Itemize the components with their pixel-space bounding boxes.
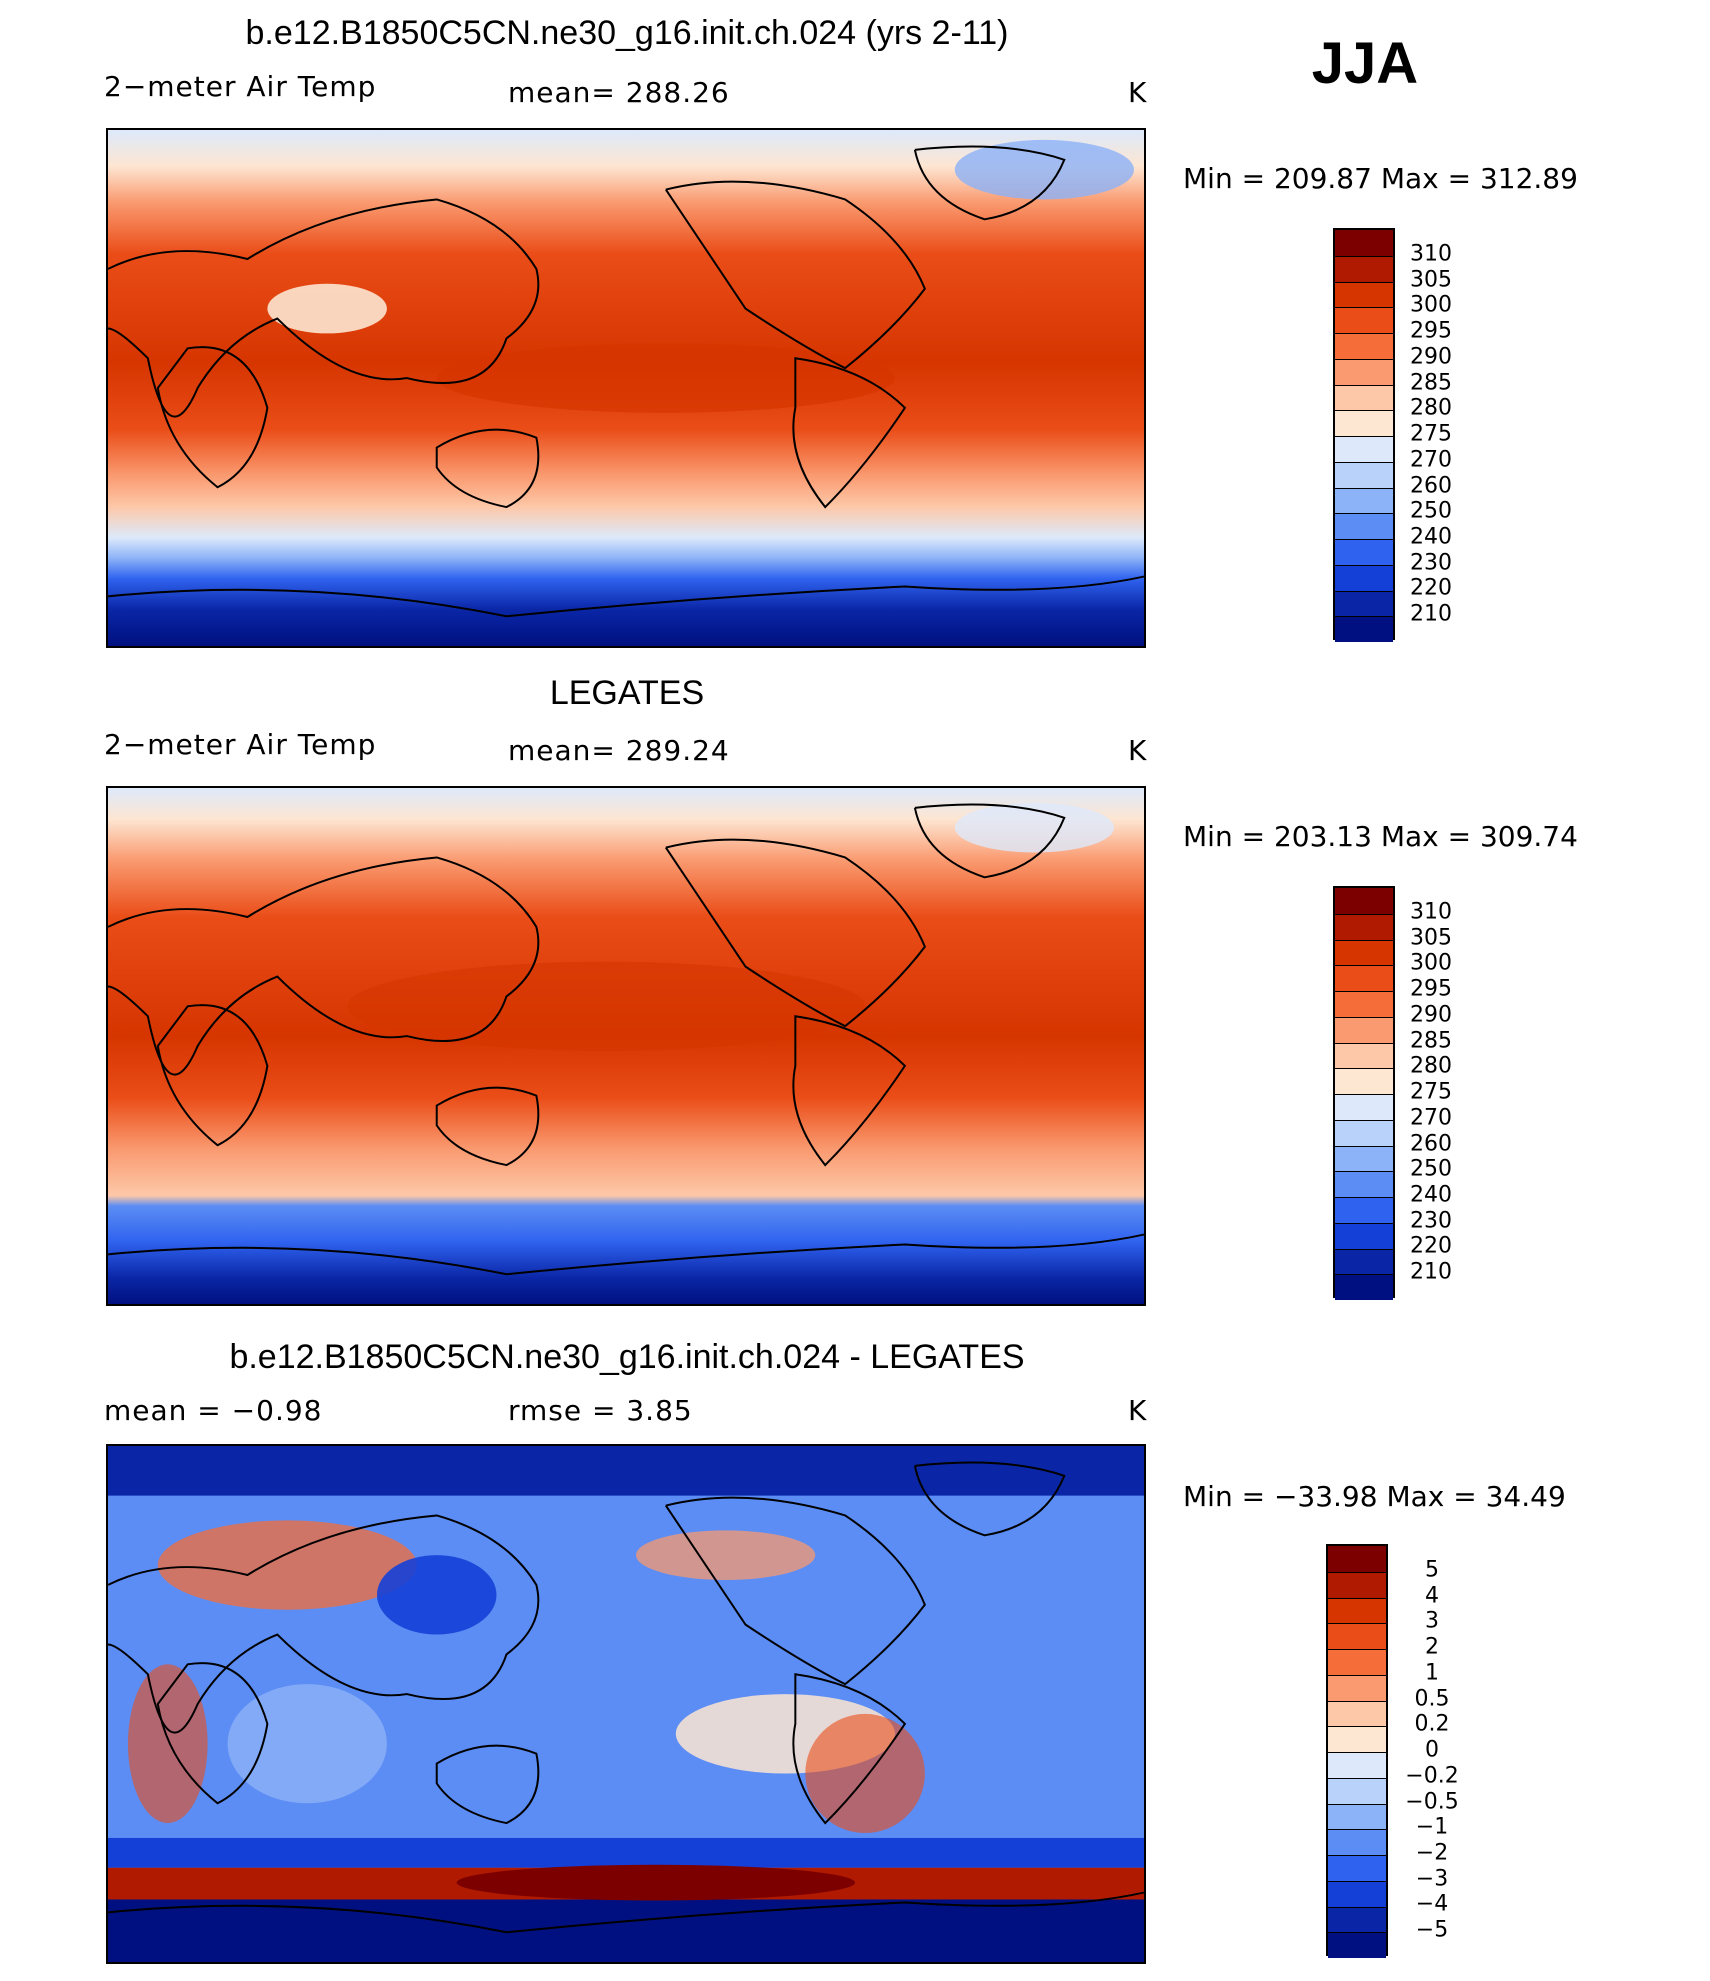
panel2-cb-label: 300 xyxy=(1410,950,1452,976)
panel1-cb-label: 210 xyxy=(1410,601,1452,627)
panel1-cb-label: 310 xyxy=(1410,241,1452,267)
panel3-title: b.e12.B1850C5CN.ne30_g16.init.ch.024 - L… xyxy=(229,1338,1025,1376)
panel2-cb-label: 250 xyxy=(1410,1156,1452,1182)
panel1-cb-label: 295 xyxy=(1410,318,1452,344)
panel3-units: K xyxy=(1128,1394,1148,1427)
panel2-cb-label: 285 xyxy=(1410,1028,1452,1054)
panel3-coastlines xyxy=(108,1461,1144,1934)
panel1-cb-label: 305 xyxy=(1410,267,1452,293)
panel3-cb-label: −0.2 xyxy=(1405,1763,1459,1789)
panel2-map xyxy=(106,786,1146,1306)
panel3-map xyxy=(106,1444,1146,1964)
panel1-cb-label: 250 xyxy=(1410,498,1452,524)
panel3-cb-label: −4 xyxy=(1415,1891,1449,1917)
panel3-colorbar xyxy=(1326,1544,1388,1958)
panel1-cb-label: 260 xyxy=(1410,473,1452,499)
panel2-coastlines xyxy=(108,803,1144,1276)
panel3-cb-label: −2 xyxy=(1415,1840,1449,1866)
panel2-cb-label: 210 xyxy=(1410,1259,1452,1285)
panel1-cb-label: 270 xyxy=(1410,447,1452,473)
panel3-rmse-label: rmse = 3.85 xyxy=(508,1394,693,1427)
panel1-cb-label: 285 xyxy=(1410,370,1452,396)
panel2-cb-label: 295 xyxy=(1410,976,1452,1002)
panel2-colorbar xyxy=(1333,886,1395,1300)
panel2-cb-label: 240 xyxy=(1410,1182,1452,1208)
panel2-cb-label: 280 xyxy=(1410,1053,1452,1079)
panel1-cb-label: 230 xyxy=(1410,550,1452,576)
panel2-cb-label: 230 xyxy=(1410,1208,1452,1234)
panel2-cb-label: 310 xyxy=(1410,899,1452,925)
panel2-units: K xyxy=(1128,734,1148,767)
panel3-minmax: Min = −33.98 Max = 34.49 xyxy=(1183,1480,1566,1513)
panel3-cb-label: 0.5 xyxy=(1414,1686,1450,1712)
panel3-cb-label: −3 xyxy=(1415,1866,1449,1892)
panel3-cb-label: 5 xyxy=(1425,1557,1439,1583)
panel2-cb-label: 290 xyxy=(1410,1002,1452,1028)
panel1-minmax: Min = 209.87 Max = 312.89 xyxy=(1183,162,1578,195)
panel1-cb-label: 220 xyxy=(1410,575,1452,601)
panel2-minmax: Min = 203.13 Max = 309.74 xyxy=(1183,820,1578,853)
panel1-variable-label: 2−meter Air Temp xyxy=(104,70,377,103)
panel1-cb-label: 300 xyxy=(1410,292,1452,318)
panel3-cb-label: 3 xyxy=(1425,1608,1439,1634)
panel1-title: b.e12.B1850C5CN.ne30_g16.init.ch.024 (yr… xyxy=(245,14,1009,52)
panel2-cb-label: 275 xyxy=(1410,1079,1452,1105)
panel3-cb-label: −5 xyxy=(1415,1917,1449,1943)
panel1-cb-label: 290 xyxy=(1410,344,1452,370)
panel2-mean-label: mean= 289.24 xyxy=(508,734,730,767)
panel1-cb-label: 240 xyxy=(1410,524,1452,550)
panel1-units: K xyxy=(1128,76,1148,109)
panel3-cb-label: 0.2 xyxy=(1414,1711,1450,1737)
season-label: JJA xyxy=(1311,31,1419,96)
panel2-variable-label: 2−meter Air Temp xyxy=(104,728,377,761)
panel1-colorbar xyxy=(1333,228,1395,642)
panel1-cb-label: 280 xyxy=(1410,395,1452,421)
panel1-mean-label: mean= 288.26 xyxy=(508,76,730,109)
panel2-title: LEGATES xyxy=(549,674,705,712)
panel2-cb-label: 305 xyxy=(1410,925,1452,951)
panel3-cb-label: 0 xyxy=(1425,1737,1439,1763)
panel3-cb-label: 2 xyxy=(1425,1634,1439,1660)
panel3-mean-label: mean = −0.98 xyxy=(104,1394,323,1427)
panel1-cb-label: 275 xyxy=(1410,421,1452,447)
panel3-cb-label: −0.5 xyxy=(1405,1789,1459,1815)
panel2-cb-label: 220 xyxy=(1410,1233,1452,1259)
panel3-cb-label: 1 xyxy=(1425,1660,1439,1686)
panel2-cb-label: 260 xyxy=(1410,1131,1452,1157)
panel3-cb-label: −1 xyxy=(1415,1814,1449,1840)
panel2-cb-label: 270 xyxy=(1410,1105,1452,1131)
panel3-cb-label: 4 xyxy=(1425,1583,1439,1609)
panel1-coastlines xyxy=(108,145,1144,618)
panel1-map xyxy=(106,128,1146,648)
